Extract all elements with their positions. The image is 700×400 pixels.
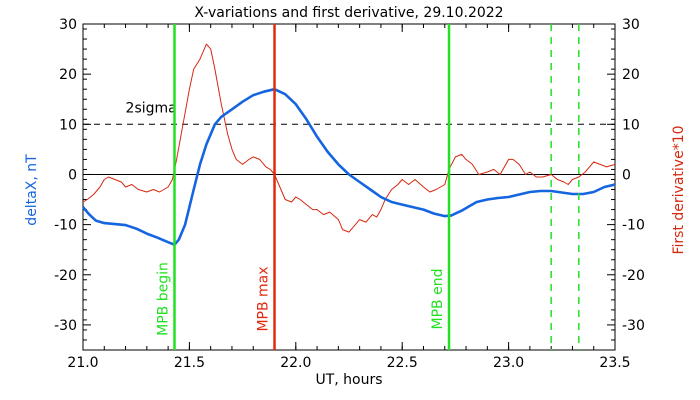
x-tick-label: 23.0 [493,355,524,371]
y-tick-label-right: 0 [622,167,631,183]
right-axis-title: First derivative*10 [671,125,687,254]
y-tick-label-right: -10 [622,218,645,234]
y-tick-label-right: -30 [622,318,645,334]
x-tick-label: 21.5 [174,355,205,371]
marker-label: MPB begin [156,262,172,336]
marker-label: MPB end [430,269,446,330]
y-tick-label-right: 10 [622,117,640,133]
y-tick-label-left: 30 [59,17,77,33]
y-tick-label-left: 10 [59,117,77,133]
x-tick-label: 23.5 [599,355,630,371]
y-tick-label-right: 20 [622,67,640,83]
plot-frame [82,23,616,351]
y-tick-label-left: -10 [54,218,77,234]
y-tick-label-left: 0 [68,167,77,183]
x-axis-title: UT, hours [315,372,382,388]
plot-area: 2sigma 21.0 21.5 22.0 22.5 23.0 23.5 -30 -30 -20 -… [54,17,645,371]
x-tick-label: 22.5 [387,355,418,371]
chart-title: X-variations and first derivative, 29.10… [194,5,503,21]
x-tick-label: 22.0 [280,355,311,371]
series-derivative-line [82,43,616,233]
y-tick-label-right: -20 [622,268,645,284]
marker-label: MPB max [256,266,272,331]
x-tick-label: 21.0 [67,355,98,371]
y-tick-label-left: 20 [59,67,77,83]
y-tick-label-left: -20 [54,268,77,284]
sigma-label: 2sigma [126,100,177,116]
y-tick-label-right: 30 [622,17,640,33]
y-tick-label-left: -30 [54,318,77,334]
series-deltax-line [82,87,616,246]
left-axis-title: deltaX, nT [24,154,40,226]
